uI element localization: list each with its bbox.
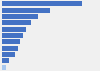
Bar [2, 8, 50, 13]
Bar [2, 14, 38, 19]
Bar [2, 52, 15, 57]
Bar [2, 65, 6, 70]
Bar [2, 39, 20, 44]
Bar [2, 46, 18, 51]
Bar [2, 1, 82, 6]
Bar [2, 27, 26, 32]
Bar [2, 58, 9, 63]
Bar [2, 33, 23, 38]
Bar [2, 20, 31, 25]
